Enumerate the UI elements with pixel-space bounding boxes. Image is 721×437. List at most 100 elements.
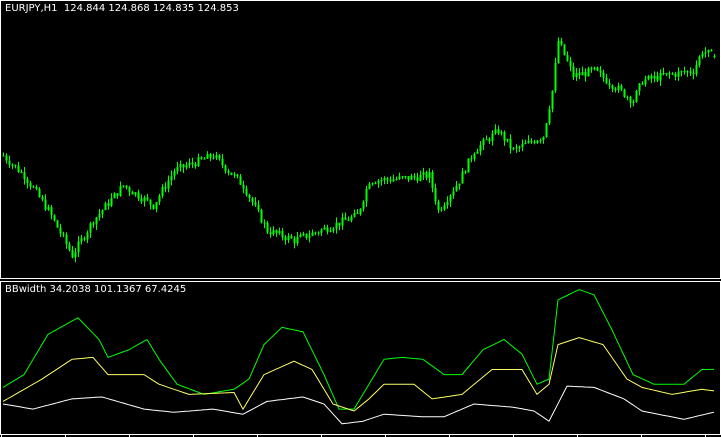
candle-body	[32, 186, 35, 188]
candle-body	[662, 72, 665, 75]
candle-body	[440, 209, 443, 211]
candle-body	[521, 144, 524, 148]
ohlc-label: 124.844 124.868 124.835 124.853	[63, 3, 239, 14]
candle-body	[590, 68, 593, 70]
candle-body	[389, 179, 392, 182]
candle-body	[299, 235, 302, 238]
candle-body	[554, 62, 557, 91]
candle-body	[443, 205, 446, 210]
candle-body	[368, 183, 371, 189]
candle-body	[209, 154, 212, 158]
candle-body	[362, 201, 365, 209]
candle-body	[698, 56, 701, 65]
candle-body	[338, 222, 341, 226]
candle-body	[350, 216, 353, 221]
candle-body	[704, 52, 707, 54]
candle-body	[497, 129, 500, 134]
candle-body	[668, 73, 671, 75]
candle-body	[11, 164, 14, 166]
candle-body	[635, 90, 638, 102]
indicator-panel[interactable]: BBwidth 34.2038 101.1367 67.4245	[0, 281, 721, 435]
candle-body	[56, 220, 59, 228]
candle-body	[425, 172, 428, 179]
candle-body	[29, 183, 32, 187]
candle-body	[551, 90, 554, 110]
candle-body	[263, 222, 266, 224]
candle-body	[578, 72, 581, 76]
candle-body	[488, 139, 491, 142]
candle-body	[380, 180, 383, 182]
candle-body	[131, 191, 134, 195]
candle-body	[419, 174, 422, 181]
candle-body	[107, 203, 110, 206]
candle-body	[161, 187, 164, 196]
candle-body	[125, 185, 128, 188]
candle-body	[71, 250, 74, 258]
candle-body	[632, 101, 635, 103]
candle-body	[224, 165, 227, 171]
candle-body	[605, 77, 608, 84]
candle-body	[626, 96, 629, 98]
candle-body	[284, 237, 287, 241]
candle-body	[20, 172, 23, 174]
candle-body	[674, 73, 677, 77]
candle-body	[452, 191, 455, 196]
candle-body	[602, 72, 605, 78]
candle-body	[392, 179, 395, 182]
candle-body	[254, 202, 257, 205]
candle-body	[353, 212, 356, 217]
candle-body	[524, 143, 527, 145]
candle-body	[215, 155, 218, 158]
candle-body	[230, 172, 233, 175]
candle-body	[206, 154, 209, 159]
candle-body	[83, 238, 86, 240]
candle-body	[188, 162, 191, 166]
candle-body	[200, 157, 203, 159]
candle-body	[500, 132, 503, 134]
candle-body	[341, 217, 344, 226]
candlestick-plot	[2, 37, 716, 263]
candle-body	[149, 199, 152, 205]
candle-body	[686, 71, 689, 73]
candle-body	[584, 71, 587, 77]
candle-body	[617, 85, 620, 91]
price-chart-panel[interactable]: EURJPY,H1 124.844 124.868 124.835 124.85…	[0, 0, 721, 279]
candle-body	[74, 252, 77, 258]
candle-body	[656, 75, 659, 81]
candle-body	[413, 175, 416, 178]
candle-body	[530, 140, 533, 142]
candle-body	[305, 233, 308, 238]
candle-body	[422, 172, 425, 175]
candle-body	[509, 138, 512, 149]
candle-body	[116, 193, 119, 196]
candle-body	[326, 227, 329, 232]
candle-body	[167, 180, 170, 189]
candle-body	[80, 238, 83, 242]
candle-body	[545, 123, 548, 137]
candle-body	[8, 160, 11, 165]
candle-body	[134, 192, 137, 195]
candle-body	[701, 53, 704, 57]
candle-body	[194, 164, 197, 167]
candle-body	[176, 166, 179, 172]
candle-body	[257, 204, 260, 210]
candle-body	[53, 215, 56, 221]
candle-body	[377, 180, 380, 184]
candle-body	[248, 195, 251, 198]
candle-body	[383, 178, 386, 181]
candle-body	[152, 204, 155, 209]
candle-body	[572, 66, 575, 77]
candle-body	[476, 151, 479, 154]
candle-body	[458, 183, 461, 186]
indicator-values: 34.2038 101.1367 67.4245	[49, 284, 187, 295]
candle-body	[386, 178, 389, 180]
candle-body	[275, 230, 278, 233]
candle-body	[260, 209, 263, 223]
candle-body	[650, 75, 653, 79]
candle-body	[611, 85, 614, 89]
candle-body	[38, 188, 41, 197]
candle-body	[140, 198, 143, 202]
candle-body	[5, 155, 8, 161]
candle-body	[143, 197, 146, 202]
candle-body	[404, 176, 407, 178]
